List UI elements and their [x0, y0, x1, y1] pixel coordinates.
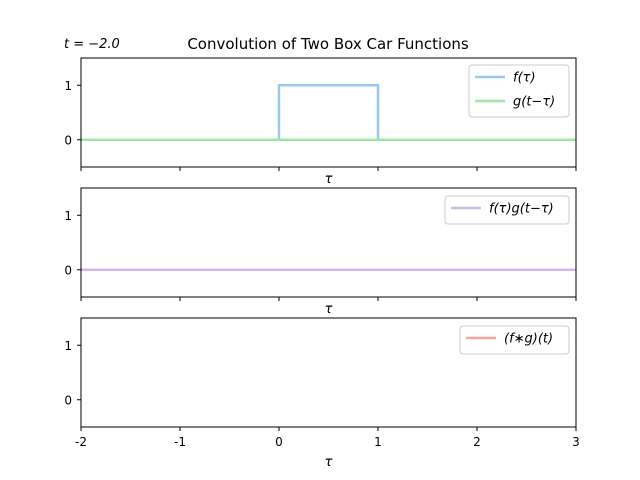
panel-top: 0 1 τ f(τ) g(t−τ) — [64, 57, 577, 187]
axes-frame — [80, 317, 577, 428]
panel-middle: 0 1 τ f(τ)g(t−τ) — [64, 187, 577, 317]
x-tick-label: 2 — [473, 435, 481, 449]
time-indicator: t = −2.0 — [64, 37, 120, 52]
legend-box — [444, 195, 570, 225]
axes-frame — [80, 57, 577, 168]
x-tick-label: -2 — [75, 435, 87, 449]
x-axis-label: τ — [325, 302, 333, 317]
legend: f(τ)g(t−τ) — [444, 195, 570, 225]
legend-label: f(τ) — [513, 71, 536, 86]
x-axis-label: τ — [325, 172, 333, 187]
legend-box — [459, 325, 570, 355]
panel-bottom: 0 1 -2 -1 0 1 2 3 τ (f∗g)(t) — [64, 317, 580, 470]
legend-label: f(τ)g(t−τ) — [489, 202, 554, 217]
x-tick-label: 1 — [374, 435, 382, 449]
legend-label: (f∗g)(t) — [504, 332, 553, 347]
legend: (f∗g)(t) — [459, 325, 570, 355]
x-tick-label: 0 — [275, 435, 283, 449]
y-tick-label: 1 — [64, 339, 72, 353]
y-tick-label: 0 — [64, 133, 72, 147]
y-tick-label: 0 — [64, 263, 72, 277]
x-axis-label: τ — [325, 455, 333, 470]
axes-frame — [80, 187, 577, 298]
legend: f(τ) g(t−τ) — [468, 64, 570, 118]
y-tick-label: 1 — [64, 79, 72, 93]
figure-title: Convolution of Two Box Car Functions — [187, 35, 469, 53]
y-tick-label: 1 — [64, 209, 72, 223]
y-tick-label: 0 — [64, 393, 72, 407]
x-tick-label: -1 — [174, 435, 186, 449]
x-tick-label: 3 — [572, 435, 580, 449]
legend-label: g(t−τ) — [513, 95, 555, 110]
